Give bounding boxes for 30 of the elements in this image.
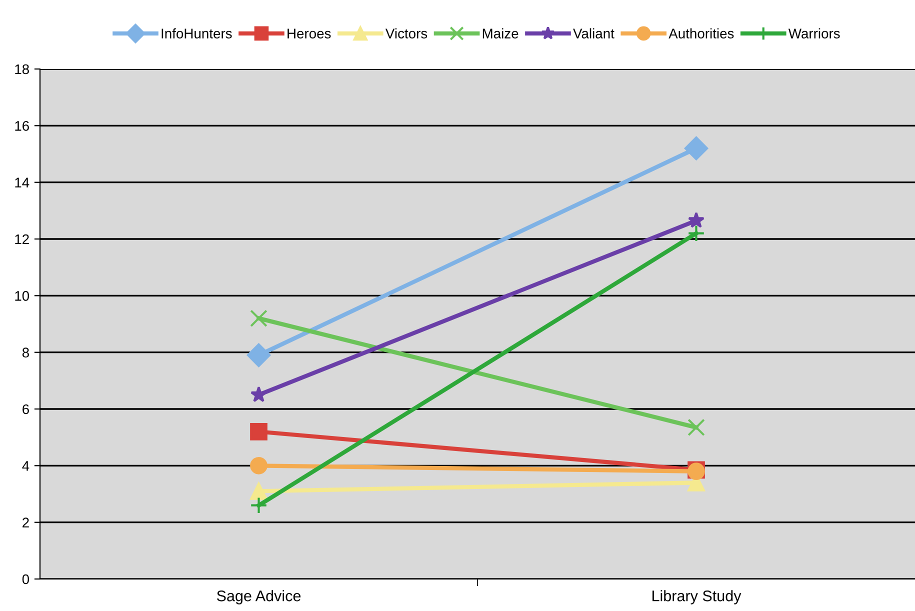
y-tick-label: 4 xyxy=(22,461,30,471)
y-tick-label: 2 xyxy=(22,518,29,528)
x-tick-label: Sage Advice xyxy=(216,590,301,604)
point xyxy=(688,224,705,242)
legend-label: Valiant xyxy=(573,28,614,38)
point xyxy=(250,456,268,474)
y-tick-label: 0 xyxy=(22,574,30,584)
legend-label: Victors xyxy=(385,28,428,38)
point xyxy=(250,386,268,402)
legend-label: Heroes xyxy=(288,28,331,38)
legend-label: Maize xyxy=(482,28,518,38)
y-tick-label: 16 xyxy=(15,121,29,131)
legend-label: Authorities xyxy=(668,28,734,38)
y-tick-label: 10 xyxy=(15,291,30,301)
point xyxy=(246,343,271,368)
y-tick-label: 14 xyxy=(15,178,30,188)
point xyxy=(250,482,268,500)
y-tick-label: 8 xyxy=(22,348,29,358)
point xyxy=(250,496,268,514)
point xyxy=(688,418,705,436)
y-tick-label: 6 xyxy=(22,404,29,414)
point xyxy=(684,136,708,160)
point xyxy=(250,422,268,440)
y-tick-label: 18 xyxy=(15,64,29,74)
y-tick-label: 12 xyxy=(15,234,29,244)
point xyxy=(250,310,268,328)
point xyxy=(688,212,705,228)
legend-label: Warriors xyxy=(788,28,840,38)
legend-label: InfoHunters xyxy=(162,28,232,38)
x-tick-label: Library Study xyxy=(652,590,742,604)
